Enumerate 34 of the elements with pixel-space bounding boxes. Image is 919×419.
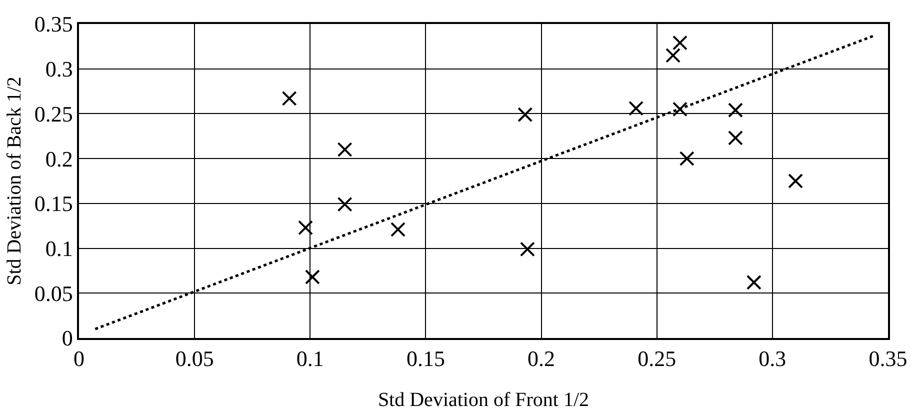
point xyxy=(337,196,352,212)
point xyxy=(518,107,533,122)
y-tick-label: 0.25 xyxy=(34,101,73,126)
point xyxy=(337,142,352,158)
y-tick-label: 0.1 xyxy=(45,236,73,261)
y-tick-label: 0.3 xyxy=(45,56,73,82)
point xyxy=(788,174,804,188)
y-tick-label: 0.2 xyxy=(45,146,73,172)
y-axis-title: Std Deviation of Back 1/2 xyxy=(3,76,26,286)
point xyxy=(728,102,743,118)
point xyxy=(304,269,320,284)
point xyxy=(298,220,314,236)
y-tick-label: 0.15 xyxy=(34,191,73,216)
point xyxy=(282,90,297,106)
x-tick-label: 0.25 xyxy=(638,346,676,372)
x-tick-label: 0.2 xyxy=(528,346,556,372)
point xyxy=(390,222,406,237)
y-tick-label: 0.35 xyxy=(34,12,73,37)
point xyxy=(628,100,644,116)
x-tick-label: 0.05 xyxy=(175,346,214,372)
x-tick-label: 0.3 xyxy=(758,346,786,372)
point xyxy=(672,102,688,117)
x-tick-label: 0.15 xyxy=(406,346,445,372)
point xyxy=(746,274,762,290)
point xyxy=(728,130,743,146)
x-tick-label: 0.1 xyxy=(296,346,324,372)
y-tick-label: 0 xyxy=(62,326,73,351)
y-tick-label: 0.05 xyxy=(34,280,73,306)
point xyxy=(666,48,681,63)
point xyxy=(672,35,688,50)
x-tick-label: 0.35 xyxy=(868,346,908,372)
point xyxy=(520,242,535,257)
x-axis-title: Std Deviation of Front 1/2 xyxy=(378,389,590,412)
point xyxy=(679,151,694,166)
